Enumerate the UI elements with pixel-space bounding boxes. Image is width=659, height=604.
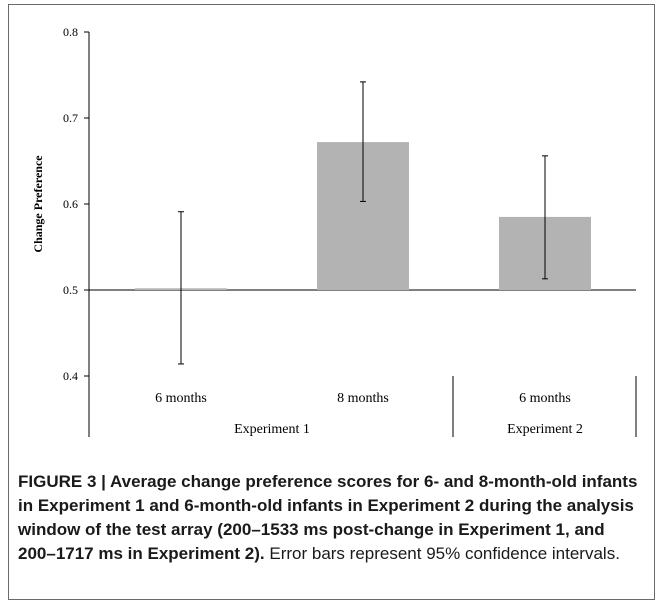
x-group-label: Experiment 2 (507, 422, 583, 437)
x-category-label: 6 months (519, 391, 571, 406)
caption-title: FIGURE 3 | Average change preference sco… (18, 472, 638, 563)
y-tick-label: 0.7 (63, 111, 78, 125)
figure-frame (8, 4, 655, 600)
caption-text: Error bars represent 95% confidence inte… (264, 544, 620, 563)
x-category-label: 8 months (337, 391, 389, 406)
y-tick-label: 0.5 (63, 283, 78, 297)
x-group-label: Experiment 1 (234, 422, 310, 437)
chart-labels: 0.4 0.5 0.6 0.7 0.8 Change Preference 6 months… (31, 25, 583, 437)
chart-error-bars (178, 81, 548, 365)
y-axis-label: Change Preference (31, 155, 45, 253)
y-tick-label: 0.4 (63, 369, 78, 383)
y-tick-label: 0.8 (63, 25, 78, 39)
bar-chart: 0.4 0.5 0.6 0.7 0.8 Change Preference 6 months… (31, 25, 637, 437)
figure-caption: FIGURE 3 | Average change preference sco… (18, 470, 646, 566)
y-tick-label: 0.6 (63, 197, 78, 211)
x-category-label: 6 months (155, 391, 207, 406)
